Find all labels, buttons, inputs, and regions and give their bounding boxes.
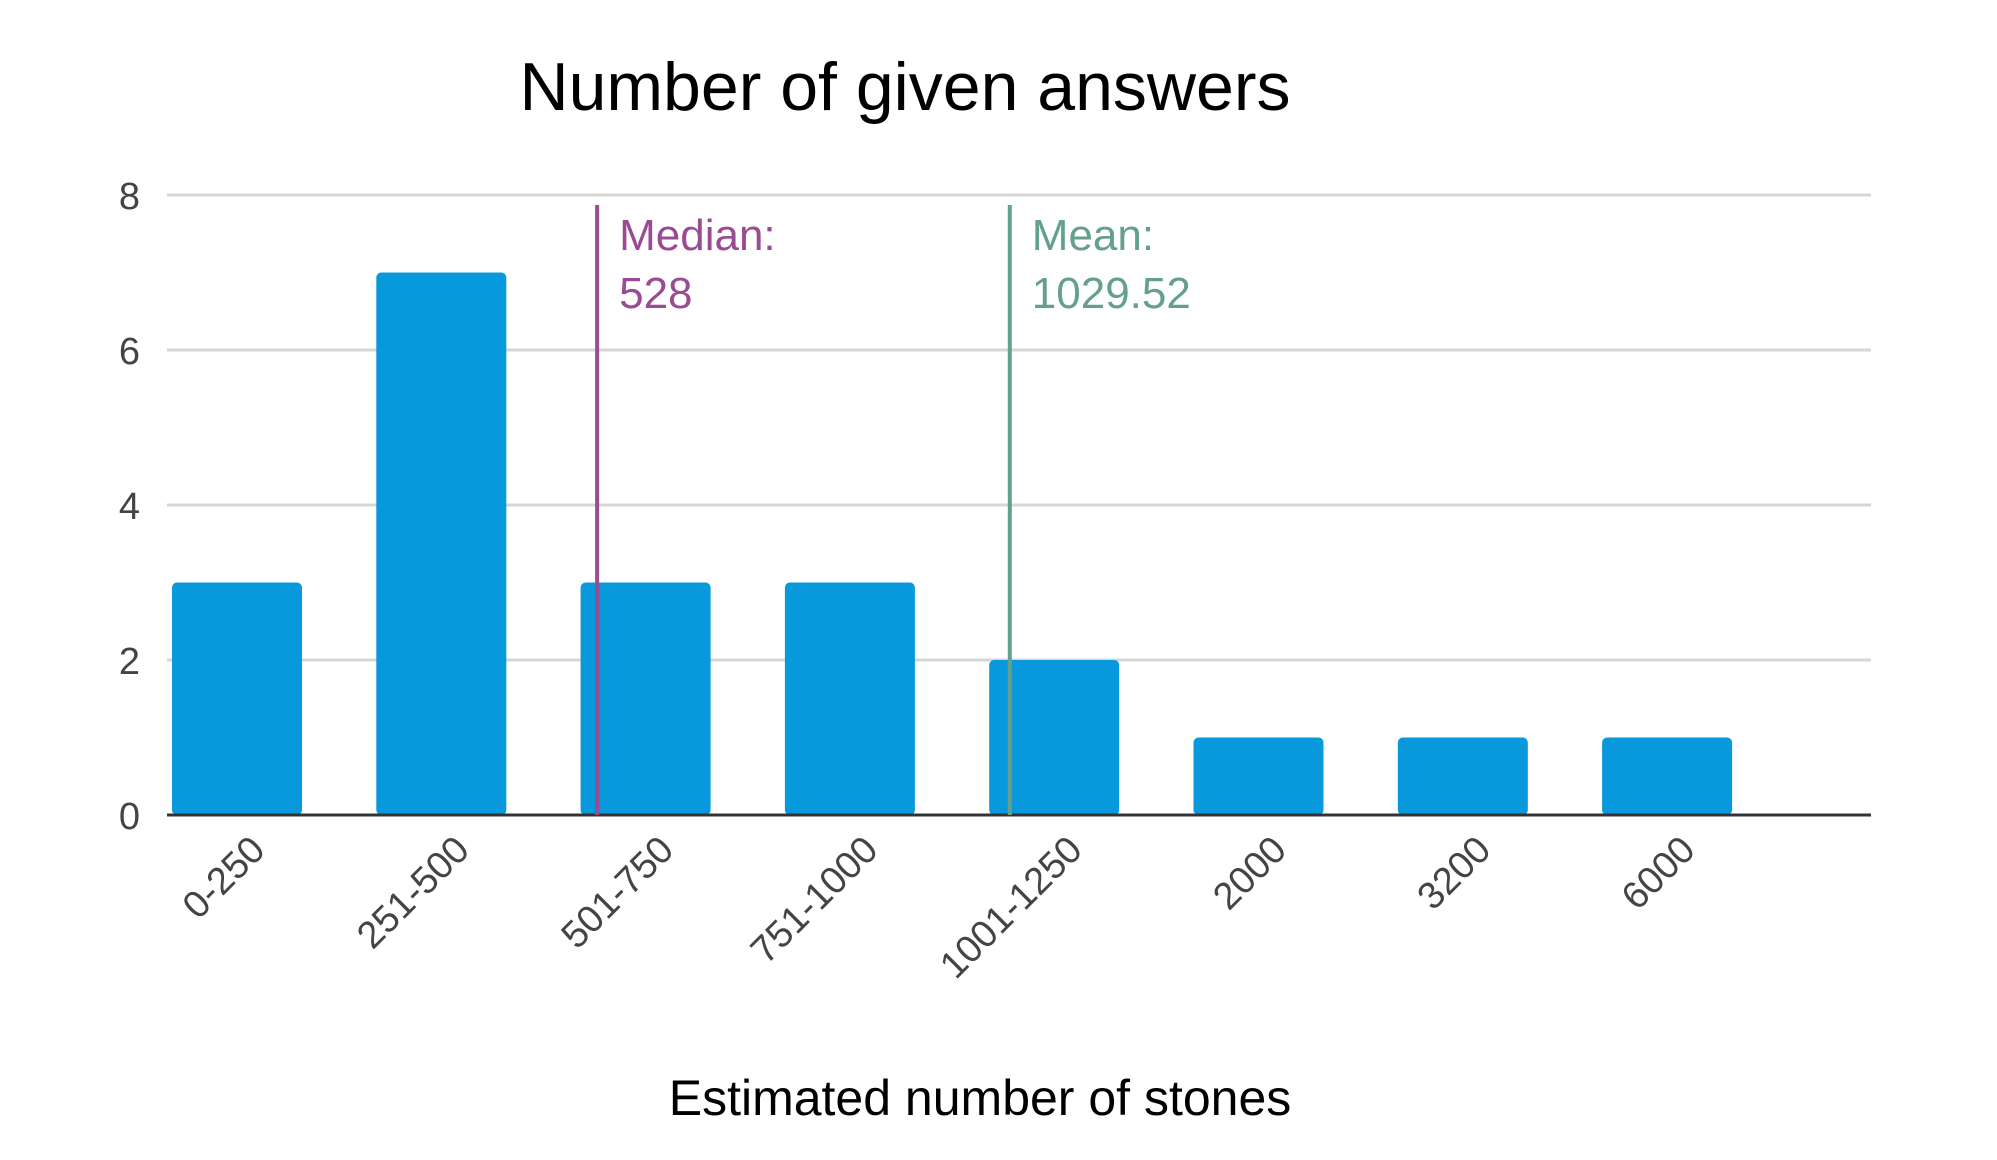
x-tick-label: 6000 [1614, 829, 1703, 918]
bar-3200 [1397, 737, 1528, 815]
mean-value: 1029.52 [1032, 269, 1191, 318]
x-tick-label: 501-750 [554, 829, 682, 957]
y-tick-label: 4 [119, 486, 140, 528]
median-label: Median: [619, 211, 776, 260]
x-tick-label: 0-250 [175, 829, 273, 927]
x-axis-title: Estimated number of stones [669, 1070, 1292, 1126]
y-tick-label: 2 [119, 641, 140, 683]
x-axis-ticks: 0-250 251-500 501-750 751-1000 1001-1250 2000… [175, 829, 1704, 987]
bar-251-500 [376, 272, 507, 815]
bars [172, 272, 1733, 815]
bar-1001-1250 [989, 660, 1120, 815]
chart-title: Number of given answers [519, 49, 1290, 125]
y-tick-label: 6 [119, 331, 140, 373]
bar-0-250 [172, 582, 302, 815]
x-tick-label: 251-500 [349, 829, 477, 957]
bar-6000 [1602, 737, 1733, 815]
x-tick-label: 2000 [1205, 829, 1294, 918]
y-tick-label: 8 [119, 176, 140, 218]
y-axis-ticks: 0 2 4 6 8 [119, 176, 140, 838]
bar-501-750 [580, 582, 711, 815]
mean-label: Mean: [1032, 211, 1154, 260]
bar-2000 [1193, 737, 1324, 815]
x-tick-label: 1001-1250 [932, 829, 1090, 987]
annotations: Median: 528 Mean: 1029.52 [595, 205, 1191, 815]
x-tick-label: 3200 [1410, 829, 1499, 918]
y-tick-label: 0 [119, 796, 140, 838]
x-tick-label: 751-1000 [743, 829, 886, 972]
bar-751-1000 [784, 582, 915, 815]
median-value: 528 [619, 269, 692, 318]
